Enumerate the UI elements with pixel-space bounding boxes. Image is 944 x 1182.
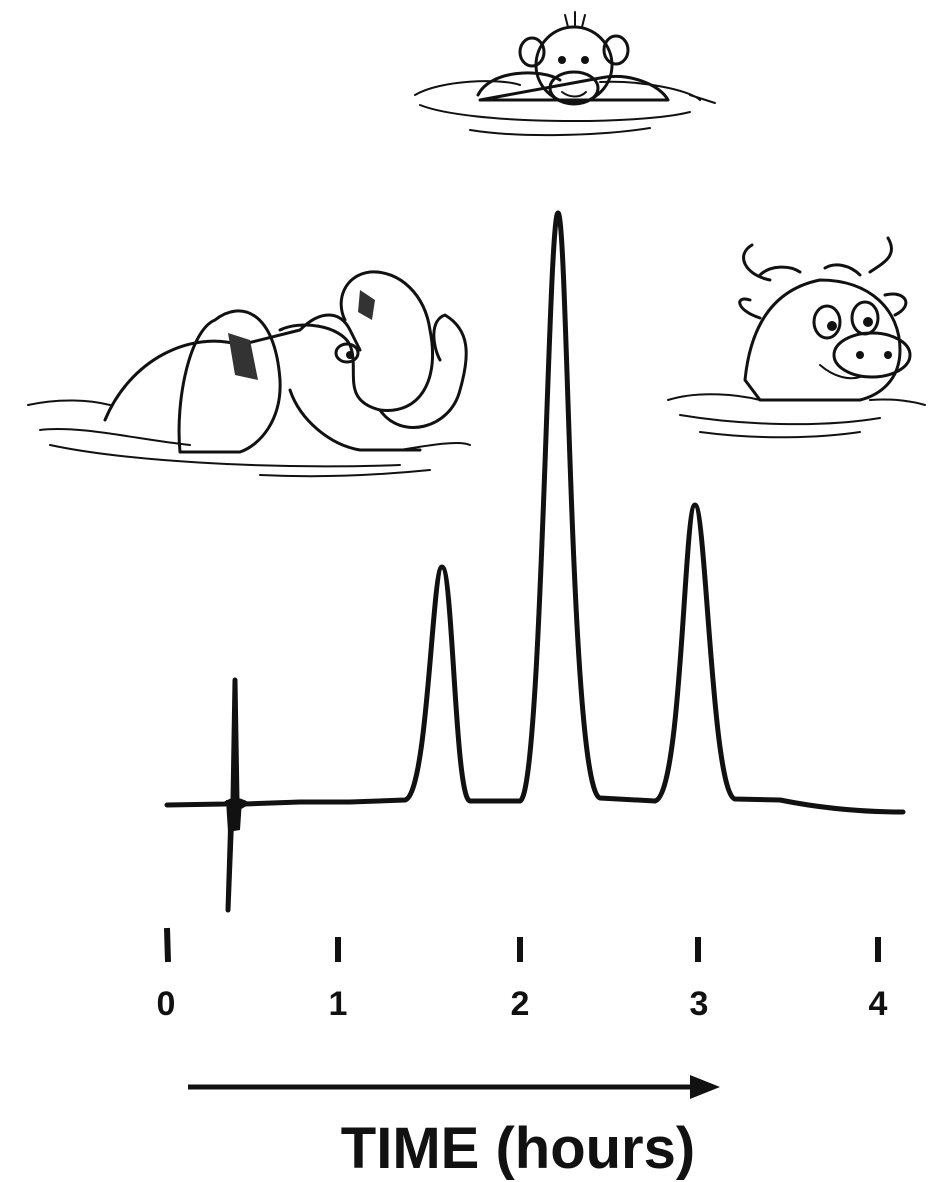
elephant-cartoon	[28, 272, 470, 476]
tick-label: 2	[511, 985, 530, 1023]
tick-label: 4	[869, 985, 888, 1023]
chromatogram-trace	[167, 213, 903, 910]
time-axis: 0 1 2 3 4	[157, 928, 888, 1023]
tick-label: 0	[157, 985, 176, 1023]
injection-blob	[226, 800, 242, 832]
cow-cartoon	[668, 238, 925, 437]
tick-label: 1	[329, 985, 348, 1023]
axis-title: TIME (hours)	[341, 1116, 695, 1181]
chromatogram-illustration: 0 1 2 3 4 TIME (hours)	[0, 0, 944, 1182]
page: 0 1 2 3 4 TIME (hours) (() => { const da…	[0, 0, 944, 1182]
tick-mark	[167, 928, 168, 962]
monkey-cartoon	[415, 12, 715, 135]
time-arrow	[188, 1075, 720, 1099]
tick-label: 3	[690, 985, 709, 1023]
